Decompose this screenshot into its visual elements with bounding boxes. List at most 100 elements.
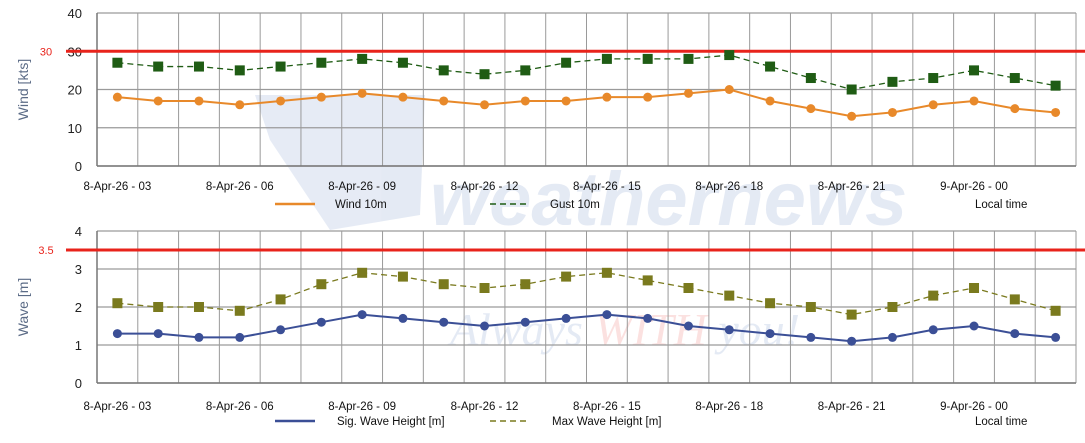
data-point — [1010, 104, 1020, 114]
data-point — [357, 53, 368, 64]
data-point — [316, 317, 326, 327]
y-tick-label: 0 — [75, 376, 82, 391]
x-tick-label: 8-Apr-26 - 06 — [206, 401, 274, 413]
data-point — [643, 92, 653, 102]
y-tick-label: 3 — [75, 262, 82, 277]
x-tick-label: 8-Apr-26 - 18 — [695, 181, 763, 193]
data-point — [438, 279, 449, 290]
data-point — [683, 321, 693, 331]
data-point — [887, 332, 897, 342]
data-point — [153, 302, 164, 312]
x-axis-label: Local time — [975, 199, 1027, 211]
data-point — [357, 267, 368, 278]
legend-label: Gust 10m — [550, 199, 600, 211]
y-tick-label: 20 — [68, 83, 82, 98]
data-point — [561, 57, 572, 68]
threshold-label: 3.5 — [38, 245, 53, 257]
data-point — [1051, 332, 1061, 342]
data-point — [479, 69, 490, 80]
wind-chart: 010203040Wind [kts]308-Apr-26 - 038-Apr-… — [15, 6, 1085, 211]
legend-label: Sig. Wave Height [m] — [337, 416, 445, 428]
data-point — [642, 53, 653, 64]
data-point — [235, 100, 245, 110]
data-point — [153, 96, 163, 106]
data-point — [316, 279, 327, 290]
data-point — [561, 96, 571, 106]
data-point — [928, 290, 939, 301]
y-tick-label: 2 — [75, 300, 82, 315]
data-point — [234, 305, 245, 316]
data-point — [316, 92, 326, 102]
data-point — [479, 283, 490, 293]
threshold-label: 30 — [40, 46, 52, 58]
data-point — [235, 332, 245, 342]
data-point — [602, 310, 612, 320]
data-point — [887, 76, 898, 87]
data-point — [683, 283, 694, 293]
x-tick-label: 9-Apr-26 - 00 — [940, 181, 1008, 193]
x-tick-label: 8-Apr-26 - 21 — [818, 401, 886, 413]
data-point — [887, 107, 897, 117]
data-point — [153, 61, 164, 72]
data-point — [846, 84, 857, 95]
x-tick-label: 9-Apr-26 - 00 — [940, 401, 1008, 413]
series-line-0 — [117, 313, 1056, 343]
data-point — [969, 65, 980, 76]
x-tick-label: 8-Apr-26 - 09 — [328, 401, 396, 413]
data-point — [561, 313, 571, 323]
series-line-1 — [117, 272, 1056, 316]
data-point — [765, 329, 775, 339]
data-point — [276, 96, 286, 106]
x-tick-label: 8-Apr-26 - 12 — [451, 181, 519, 193]
data-point — [112, 92, 122, 102]
data-point — [806, 104, 816, 114]
data-point — [765, 61, 776, 72]
series-line-0 — [117, 88, 1056, 118]
y-tick-label: 0 — [75, 159, 82, 174]
data-point — [928, 100, 938, 110]
data-point — [602, 92, 612, 102]
data-point — [357, 88, 367, 98]
data-point — [1010, 329, 1020, 339]
x-tick-label: 8-Apr-26 - 03 — [84, 401, 152, 413]
data-point — [724, 325, 734, 335]
data-point — [643, 313, 653, 323]
data-point — [112, 329, 122, 339]
data-point — [194, 96, 204, 106]
y-tick-label: 4 — [75, 224, 82, 239]
x-tick-label: 8-Apr-26 - 18 — [695, 401, 763, 413]
data-point — [398, 92, 408, 102]
watermark-slogan: Always WITH you! — [447, 304, 800, 355]
data-point — [275, 294, 286, 305]
data-point — [194, 332, 204, 342]
x-axis-label: Local time — [975, 416, 1027, 428]
data-point — [642, 275, 653, 286]
data-point — [193, 61, 204, 72]
data-point — [520, 65, 531, 76]
data-point — [561, 271, 572, 282]
data-point — [928, 73, 939, 84]
data-point — [520, 279, 531, 290]
data-point — [765, 96, 775, 106]
data-point — [683, 53, 694, 64]
data-point — [276, 325, 286, 335]
data-point — [601, 267, 612, 278]
x-tick-label: 8-Apr-26 - 03 — [84, 181, 152, 193]
data-point — [969, 96, 979, 106]
y-tick-label: 10 — [68, 121, 82, 136]
series-line-1 — [117, 54, 1056, 91]
data-point — [234, 65, 245, 76]
wave-chart: 0 1 2 3 4 Wave [m] 3.5 8-Apr-26 - 03 8-Apr-26 - … — [15, 224, 1085, 428]
data-point — [357, 310, 367, 320]
x-tick-label: 8-Apr-26 - 06 — [206, 181, 274, 193]
data-point — [480, 100, 490, 110]
data-point — [887, 302, 898, 312]
data-point — [683, 88, 693, 98]
watermark-brand: weathernews — [430, 157, 907, 242]
data-point — [398, 313, 408, 323]
data-point — [1050, 80, 1061, 91]
data-point — [1050, 305, 1061, 316]
x-tick-label: 8-Apr-26 - 09 — [328, 181, 396, 193]
data-point — [724, 50, 735, 61]
